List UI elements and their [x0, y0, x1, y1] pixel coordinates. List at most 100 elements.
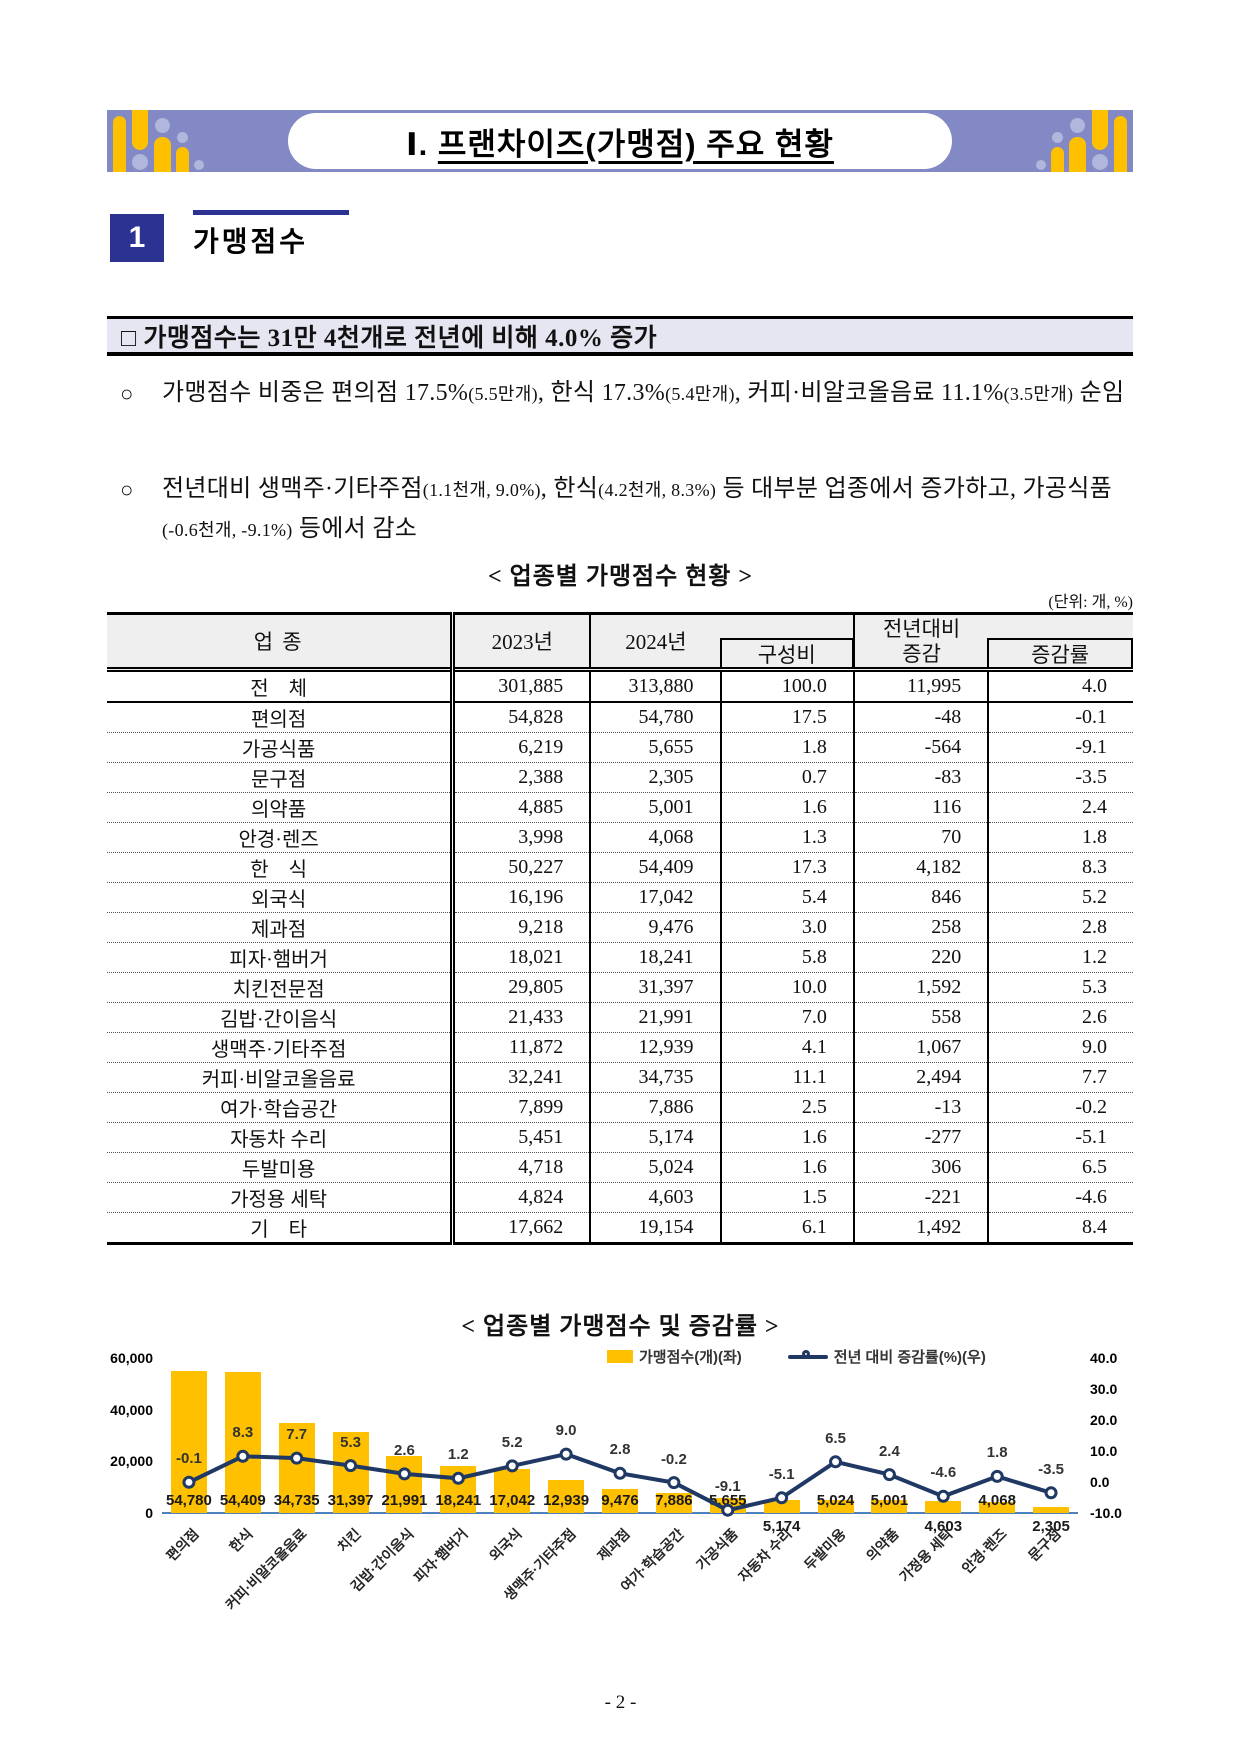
table-row: 의약품 4,885 5,001 1.6 116 2.4	[107, 792, 1133, 823]
table-cell: 5.4	[720, 882, 855, 913]
bar-value-label: 5,001	[870, 1492, 909, 1509]
table-cell: 2,388	[452, 762, 592, 793]
line-value-label: -0.1	[176, 1450, 202, 1468]
table-cell: 2,494	[853, 1062, 990, 1093]
table-cell: -3.5	[1075, 766, 1107, 788]
table-cell: 가정용 세탁	[107, 1182, 456, 1213]
table-cell: 한 식	[107, 852, 456, 883]
table-row: 제과점 9,218 9,476 3.0 258 2.8	[107, 912, 1133, 943]
bullet-share: ○ 가맹점수 비중은 편의점 17.5%(5.5만개), 한식 17.3%(5.4…	[120, 374, 1136, 414]
line-swatch-icon	[787, 1349, 828, 1359]
table-cell: 2.5	[720, 1092, 855, 1123]
table-cell: 17,042	[590, 882, 722, 913]
table-row: 피자·햄버거 18,021 18,241 5.8 220 1.2	[107, 942, 1133, 973]
line-point-marker	[882, 1468, 896, 1482]
bar-value-label: 12,939	[543, 1492, 590, 1509]
table-cell: 4,885	[452, 792, 592, 823]
table-row: 기 타 17,662 19,154 6.1 1,492 8.4	[107, 1212, 1133, 1244]
table-cell: 258	[853, 912, 990, 943]
bullet-detail-text: (5.4만개)	[665, 384, 735, 404]
table-cell: 31,397	[590, 972, 722, 1003]
header-2023: 2023년	[452, 613, 592, 670]
bar-value-label: 2,305	[1032, 1518, 1070, 1535]
line-point-marker	[344, 1459, 358, 1473]
line-point-marker	[451, 1471, 465, 1485]
bullet-marker: ○	[120, 477, 134, 502]
bar-value-label: 7,886	[655, 1492, 693, 1509]
bar-value-label: 17,042	[489, 1492, 536, 1509]
table-cell: 1.3	[720, 822, 855, 853]
table-cell: 8.4	[1082, 1216, 1107, 1238]
table-cell: 11,995	[853, 669, 990, 702]
table-cell: 301,885	[452, 669, 592, 702]
table-cell: 306	[853, 1152, 990, 1183]
table-cell: -13	[853, 1092, 990, 1123]
bullet-detail-text: (5.5만개)	[468, 384, 538, 404]
bullet-text: , 한식	[540, 476, 599, 502]
bullet-text: 순임	[1073, 380, 1125, 406]
bar-value-label: 5,024	[816, 1492, 855, 1509]
table-row: 여가·학습공간 7,899 7,886 2.5 -13 -0.2	[107, 1092, 1133, 1123]
table-cell: 0.7	[720, 762, 855, 793]
rate-line-chart	[182, 1447, 1058, 1517]
bar	[871, 1500, 908, 1513]
bar	[278, 1423, 315, 1513]
table-cell: 100.0	[720, 669, 855, 702]
line-value-label: 1.2	[447, 1446, 469, 1464]
table-cell: 자동차 수리	[107, 1122, 456, 1153]
table-cell: -4.6	[1075, 1186, 1107, 1208]
line-point-marker	[505, 1459, 519, 1473]
header-rate-box: 증감률	[987, 638, 1133, 667]
table-cell: 50,227	[452, 852, 592, 883]
header-share: 구성비	[719, 613, 855, 670]
table-cell: 32,241	[452, 1062, 592, 1093]
bar-value-label: 31,397	[327, 1492, 374, 1509]
left-axis-tick: 40,000	[110, 1401, 153, 1418]
x-axis-line	[162, 1512, 1078, 1514]
bullet-marker: ○	[120, 381, 134, 406]
table-row: 외국식 16,196 17,042 5.4 846 5.2	[107, 882, 1133, 913]
table-cell: -0.1	[1075, 706, 1107, 728]
table-cell: 9,218	[452, 912, 592, 943]
right-axis-tick: -10.0	[1090, 1505, 1122, 1521]
bar-value-label: 4,603	[924, 1518, 963, 1535]
bar	[602, 1488, 638, 1513]
table-cell: 8.3	[1082, 856, 1107, 878]
legend-item-rate: 전년 대비 증감률(%)(우)	[787, 1346, 986, 1367]
line-value-label: -0.2	[660, 1450, 687, 1468]
table-cell: 여가·학습공간	[107, 1092, 456, 1123]
table-row: 편의점 54,828 54,780 17.5 -48 -0.1	[107, 702, 1133, 733]
headline-box: □ 가맹점수는 31만 4천개로 전년에 비해 4.0% 증가	[107, 316, 1133, 356]
bar	[763, 1499, 800, 1513]
table-cell: 846	[853, 882, 990, 913]
table-cell: 1.6	[720, 1152, 855, 1183]
left-axis-tick: 60,000	[110, 1350, 153, 1366]
table-unit-note: (단위: 개, %)	[1048, 594, 1133, 611]
bar-value-label: 4,068	[978, 1492, 1016, 1509]
bar-value-label: 54,409	[219, 1492, 266, 1509]
line-value-label: 2.4	[878, 1442, 900, 1460]
table-cell: 치킨전문점	[107, 972, 456, 1003]
table-cell: 54,828	[452, 702, 592, 733]
table-cell: -221	[853, 1182, 990, 1213]
line-point-marker	[236, 1449, 250, 1463]
table-cell: 4,182	[853, 852, 990, 883]
table-cell: 김밥·간이음식	[107, 1002, 456, 1033]
bar-value-label: 9,476	[601, 1492, 639, 1509]
table-cell: 29,805	[452, 972, 592, 1003]
line-value-label: 5.3	[340, 1433, 361, 1451]
header-change-line1: 전년대비	[882, 617, 961, 641]
page-title-main: 프랜차이즈(가맹점) 주요 현황	[437, 126, 834, 162]
table-cell: 1,067	[853, 1032, 990, 1063]
bullet-text: 등 대부분 업종에서 증가하고, 가공식품	[716, 476, 1113, 502]
table-cell: 1.2	[1082, 946, 1107, 968]
line-point-marker	[613, 1466, 627, 1480]
line-point-marker	[290, 1451, 304, 1465]
section-heading-overline	[193, 210, 349, 215]
table-row: 가정용 세탁 4,824 4,603 1.5 -221 -4.6	[107, 1182, 1133, 1213]
table-cell: 5,024	[590, 1152, 722, 1183]
right-axis-tick: 30.0	[1090, 1381, 1118, 1397]
header-change-line2: 증감	[902, 642, 941, 666]
bar-swatch-icon	[607, 1350, 633, 1363]
page-title: Ⅰ. 프랜차이즈(가맹점) 주요 현황	[406, 119, 834, 164]
